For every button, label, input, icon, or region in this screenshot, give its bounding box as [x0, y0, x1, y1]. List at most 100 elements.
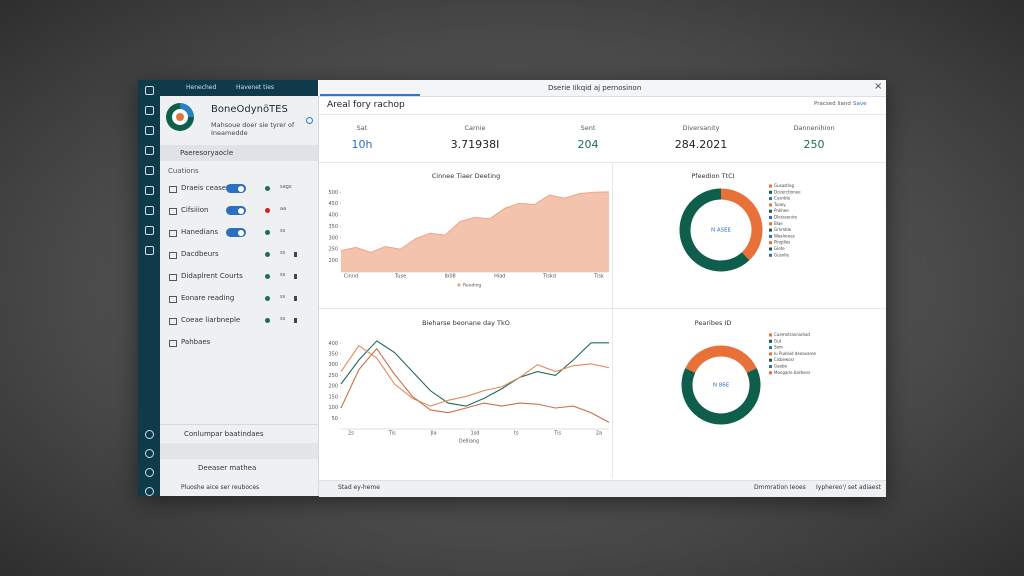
legend-swatch: [769, 352, 772, 356]
active-row: [160, 145, 318, 161]
nav-icon[interactable]: [145, 430, 154, 439]
panel-divider: [612, 162, 613, 478]
y-tick-label: 200: [328, 384, 338, 390]
nav-item[interactable]: Dacdbeurs: [181, 250, 219, 258]
profile-subtitle: Ineamedde: [211, 129, 248, 137]
status-dot: [265, 230, 270, 235]
donut-segment: [720, 188, 763, 261]
nav-item[interactable]: Draeis ceaset: [181, 184, 229, 192]
x-tick-label: Tis: [553, 431, 561, 437]
donut-center: N ASEE: [711, 228, 732, 234]
legend-swatch: [769, 339, 772, 343]
kpi-label: Dannenihion: [793, 124, 835, 132]
line-series: [340, 347, 610, 423]
nav-icon[interactable]: [145, 166, 154, 175]
legend-swatch: [769, 247, 772, 251]
nav-item[interactable]: Deeaser mathea: [198, 464, 257, 472]
legend-label: Wealreees: [774, 233, 795, 238]
legend-swatch: [769, 209, 772, 213]
status-tag: ss: [280, 228, 286, 234]
status-tag: ss: [280, 294, 286, 300]
nav-item[interactable]: Cifsiiion: [181, 206, 209, 214]
nav-item[interactable]: Eonare reading: [181, 294, 235, 302]
chart: Cinnee Tiaer Deeting 200 250 300 350 400 450 50…: [328, 172, 610, 289]
nav-item[interactable]: Hanedians: [181, 228, 219, 236]
tab[interactable]: Heneched: [186, 84, 217, 91]
toggle-knob: [238, 185, 244, 192]
legend-label: Gaabe: [774, 364, 788, 369]
legend-swatch: [769, 358, 772, 362]
nav-icon[interactable]: [145, 487, 154, 496]
nav-icon[interactable]: [145, 449, 154, 458]
status-tag: aa: [280, 206, 287, 212]
icon-strip: [138, 80, 160, 496]
nav-icon[interactable]: [145, 246, 154, 255]
x-tick-label: 2s: [348, 431, 354, 437]
area: [341, 191, 609, 272]
legend-swatch: [769, 222, 772, 226]
kpi-label: Diversanity: [682, 124, 720, 132]
nav-item[interactable]: Pahbaes: [181, 338, 211, 346]
action-link[interactable]: Pracsed Iiand: [814, 101, 851, 107]
chart-title: Bieharse beonane day TkO: [422, 319, 510, 327]
chart: Pfeedion TtCI N ASEE GusastingDceerctionee…: [679, 172, 801, 272]
status-tag: ss: [280, 272, 286, 278]
donut-center: N 86E: [713, 383, 730, 389]
footer-text[interactable]: Iyphereo'/ set adiaest: [816, 484, 881, 491]
tab[interactable]: Havenet ties: [236, 84, 275, 91]
chart-title: Pearibes ID: [695, 319, 732, 327]
nav-icon[interactable]: [145, 146, 154, 155]
line-series: [340, 344, 610, 407]
x-tick-label: 1sd: [471, 431, 480, 437]
kpi-label: Sent: [580, 124, 596, 132]
nav-icon[interactable]: [145, 86, 154, 95]
legend-label: Dceerctionee: [774, 189, 801, 194]
x-tick-label: Ib08: [445, 274, 456, 280]
toggle[interactable]: [226, 184, 246, 193]
legend-label: Blae: [774, 221, 783, 226]
item-icon: [169, 208, 177, 215]
nav-item[interactable]: Coeae liarbneple: [181, 316, 241, 324]
nav-icon[interactable]: [145, 226, 154, 235]
legend-swatch: [769, 241, 772, 245]
footer-text[interactable]: Dmmration Ieoes: [754, 484, 806, 491]
nav-icon[interactable]: [145, 206, 154, 215]
x-tick-label: Tis: [388, 431, 396, 437]
item-icon: [169, 318, 177, 325]
x-tick-label: Tiskd: [542, 274, 556, 280]
legend-label: Pingilies: [774, 240, 790, 245]
status-dot: [265, 274, 270, 279]
y-tick-label: 200: [328, 258, 338, 264]
legend-swatch: [769, 184, 772, 188]
action-button[interactable]: Save: [853, 101, 867, 107]
legend-swatch: [769, 365, 772, 368]
legend-swatch: [769, 203, 772, 207]
status-dot: [265, 208, 270, 213]
sidebar-topbar: [160, 80, 318, 96]
legend-label: Glete: [774, 246, 785, 251]
legend-label: Iu Puelaid deeavaree: [774, 351, 817, 356]
nav-icon[interactable]: [145, 126, 154, 135]
toggle-knob: [238, 229, 244, 236]
close-button[interactable]: ×: [874, 81, 883, 92]
legend-label: Pnkhee: [774, 208, 789, 213]
toggle[interactable]: [226, 228, 246, 237]
nav-item[interactable]: Didaplrent Courts: [181, 272, 243, 280]
y-tick-label: 400: [328, 213, 338, 219]
legend-swatch: [457, 283, 461, 287]
nav-icon[interactable]: [145, 468, 154, 477]
x-tick-label: Tuse: [394, 274, 406, 280]
kpi-value: 204: [577, 138, 599, 151]
y-tick-label: 350: [328, 224, 338, 230]
toggle[interactable]: [226, 206, 246, 215]
bottom-row-bg: [160, 443, 318, 459]
nav-item[interactable]: Conlumpar baatindaes: [184, 430, 264, 438]
donut-segment: [685, 345, 757, 374]
toggle-knob: [238, 207, 244, 214]
nav-icon[interactable]: [145, 106, 154, 115]
y-tick-label: 500: [328, 190, 338, 196]
nav-item[interactable]: Paeresoryaocle: [180, 149, 234, 157]
nav-icon[interactable]: [145, 186, 154, 195]
